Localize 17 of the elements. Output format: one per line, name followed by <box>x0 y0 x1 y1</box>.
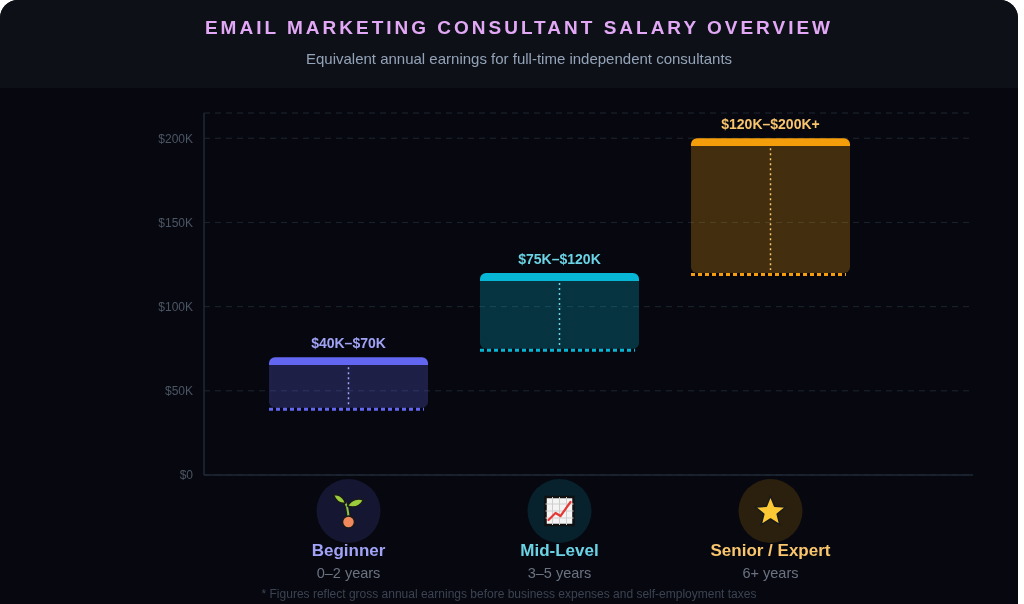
y-tick-label: $0 <box>179 468 194 483</box>
chart-subtitle: Equivalent annual earnings for full-time independent consultants <box>304 49 734 69</box>
bar <box>269 357 428 408</box>
bar <box>691 138 850 273</box>
bar <box>480 272 639 349</box>
annotation: $75K–$120K <box>518 250 601 267</box>
text: * Figures reflect gross annual earnings before business expenses and self-employment taxes <box>260 587 758 602</box>
y-tick-label: $50K <box>164 384 193 399</box>
x-tick-label: Senior / Expert 6+ years <box>710 541 831 581</box>
chart-title: EMAIL MARKETING CONSULTANT SALARY OVERVIEW <box>203 16 835 40</box>
annotation: $40K–$70K <box>311 335 386 352</box>
y-tick-label: $100K <box>158 299 193 314</box>
x-tick-label: Mid-Level 3–5 years <box>520 541 599 581</box>
y-tick-label: $150K <box>158 215 193 230</box>
x-tick-label: Beginner 0–2 years <box>311 541 386 581</box>
y-tick-label: $200K <box>158 131 193 146</box>
annotation: $120K–$200K+ <box>721 116 820 133</box>
